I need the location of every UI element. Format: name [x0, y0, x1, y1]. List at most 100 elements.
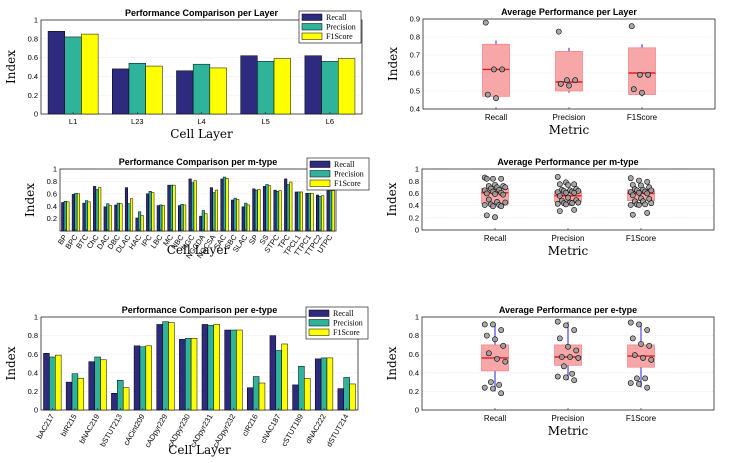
y-tick-label: 0.6: [28, 350, 38, 359]
bar-f1score-tpcl1: [299, 191, 303, 232]
bar-recall-nbc: [178, 205, 182, 232]
point-recall: [483, 332, 490, 339]
x-tick-label: L4: [197, 117, 205, 126]
bar-f1score-dnac222: [326, 357, 334, 411]
point-precision: [560, 363, 567, 370]
legend-swatch-precision: [308, 319, 330, 327]
bar-recall-dbc: [114, 204, 118, 232]
layer_bars-chart: 0 0.2 0.4 0.6 0.8 1 Performance Comparison per…: [4, 8, 363, 141]
bar-f1score-cadpyr229: [168, 322, 175, 411]
x-axis-label: Cell Layer: [168, 443, 231, 457]
point-precision: [573, 347, 580, 354]
bar-f1score-cacint209: [145, 345, 152, 411]
chart-title: Performance Comparison per Layer: [125, 8, 279, 18]
bar-recall-ngcsa: [209, 187, 213, 232]
point-f1score: [631, 352, 638, 359]
point-f1score: [627, 380, 634, 386]
bar-f1score-cir216: [258, 382, 266, 411]
bar-precision-ipc: [148, 191, 152, 232]
bar-recall-dstut214: [337, 388, 344, 411]
point-recall: [483, 212, 490, 219]
point-f1score: [636, 189, 642, 196]
y-axis-label: Index: [385, 346, 399, 380]
bar-precision-bstut213: [117, 379, 124, 411]
y-tick-label: 0.6: [409, 350, 419, 359]
bar-precision-ngc: [191, 182, 195, 232]
y-tick-label: 0.6: [28, 53, 38, 62]
bar-f1score-utpc: [331, 190, 335, 232]
bar-precision-l4: [192, 63, 211, 115]
point-precision: [556, 181, 563, 188]
bar-recall-stpc: [273, 189, 277, 232]
point-precision: [565, 343, 571, 350]
y-tick-label: 0.2: [409, 387, 419, 396]
x-axis-label: Cell Layer: [167, 243, 230, 257]
bar-f1score-bir215: [77, 378, 85, 411]
bar-recall-btc: [82, 202, 86, 232]
bar-f1score-ipc: [151, 192, 155, 232]
x-tick-label: F1Score: [626, 234, 657, 243]
bar-recall-cadpyr229: [156, 324, 163, 411]
y-tick-label: 1: [415, 165, 419, 174]
bar-f1score-sbc: [236, 199, 240, 232]
point-f1score: [644, 178, 651, 185]
x-tick-label: Recall: [484, 414, 506, 423]
point-precision: [558, 354, 565, 360]
bar-f1score-l6: [337, 58, 356, 115]
point-f1score: [644, 210, 651, 216]
bar-recall-cir216: [247, 387, 254, 411]
point-recall: [490, 385, 496, 392]
point-precision: [575, 199, 582, 206]
bar-precision-sp: [254, 189, 258, 232]
bar-f1score-ss: [268, 185, 272, 232]
bar-recall-sac: [220, 178, 224, 232]
y-tick-label: 0.4: [409, 201, 419, 210]
bar-f1score-slac: [246, 204, 250, 232]
point-precision: [571, 189, 578, 196]
point-recall: [485, 196, 492, 203]
point-recall: [502, 184, 509, 191]
bar-precision-dbc: [116, 202, 120, 232]
legend-swatch-precision: [301, 23, 323, 31]
y-axis-label: Index: [23, 183, 37, 217]
bar-f1score-l4: [209, 67, 227, 115]
etype_bars-chart: 0 0.2 0.4 0.6 0.8 1 Performance Comparison per…: [4, 305, 369, 457]
point-f1score: [627, 202, 634, 208]
mtype_bars-chart: 0.2 0.4 0.6 0.8 1 Performance Comparison per …: [23, 157, 370, 260]
bar-precision-dlac: [127, 203, 131, 232]
y-axis-label: Index: [4, 50, 18, 84]
point-precision: [556, 335, 563, 342]
bar-recall-cstut189: [292, 384, 299, 411]
point-recall: [496, 381, 503, 388]
point-recall: [499, 66, 506, 73]
bar-precision-slac: [244, 202, 248, 232]
point-precision: [569, 200, 576, 207]
bar-recall-l4: [176, 70, 194, 115]
point-f1score: [629, 211, 636, 218]
point-recall: [498, 203, 505, 210]
y-tick-label: 0.6: [47, 189, 57, 198]
bar-f1score-lbc: [161, 205, 165, 232]
point-f1score: [627, 319, 634, 326]
point-recall: [493, 95, 499, 102]
bar-f1score-l1: [81, 33, 99, 115]
point-precision: [575, 355, 582, 361]
y-tick-label: 1: [415, 313, 419, 322]
bar-recall-ttpc1: [305, 192, 309, 232]
bar-precision-mc: [169, 184, 173, 232]
point-precision: [565, 181, 571, 188]
x-axis-label: Metric: [548, 244, 589, 258]
bar-f1score-dbc: [119, 203, 123, 232]
bar-precision-ngcsa: [212, 192, 216, 232]
x-tick-label: Precision: [552, 414, 585, 423]
point-f1score: [636, 381, 642, 387]
point-recall: [500, 191, 507, 198]
bar-f1score-chc: [98, 187, 102, 232]
x-tick-label: F1Score: [626, 414, 657, 423]
bar-recall-bac217: [43, 353, 50, 411]
point-recall: [481, 384, 488, 391]
bar-f1score-cadpyr231: [213, 324, 220, 411]
x-tick-label: cIR216: [240, 413, 260, 438]
bar-f1score-sp: [257, 189, 261, 232]
